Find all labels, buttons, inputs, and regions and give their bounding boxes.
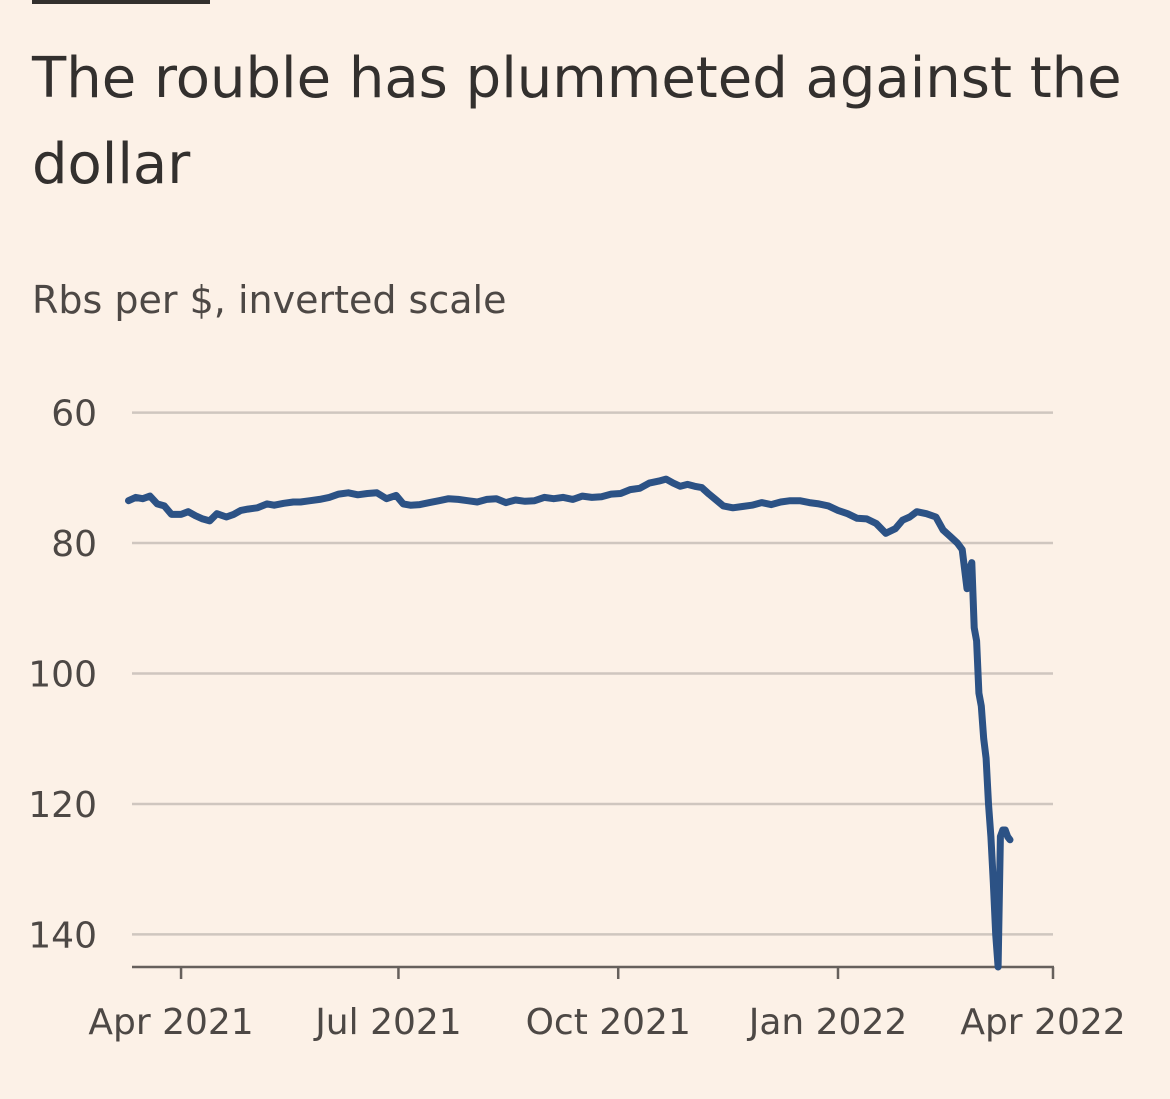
- series-line: [125, 475, 1014, 971]
- x-tick-label: Apr 2022: [960, 1002, 1125, 1043]
- grid-lines: [132, 411, 1053, 936]
- x-tick-label: Jan 2022: [747, 1002, 908, 1043]
- y-tick-label: 120: [28, 785, 97, 826]
- x-tick-label: Apr 2021: [88, 1002, 253, 1043]
- x-axis-labels: Apr 2021 Jul 2021 Oct 2021 Jan 2022 Apr 2022: [88, 1002, 1125, 1043]
- x-tick-label: Oct 2021: [526, 1002, 691, 1043]
- y-tick-label: 80: [51, 524, 97, 565]
- y-tick-label: 140: [28, 915, 97, 956]
- top-rule: [32, 0, 210, 4]
- series: [125, 475, 1014, 971]
- y-tick-label: 100: [28, 655, 97, 696]
- x-tick-label: Jul 2021: [313, 1002, 462, 1043]
- chart-subtitle: Rbs per $, inverted scale: [32, 278, 507, 322]
- y-tick-label: 60: [51, 394, 97, 435]
- chart-title: The rouble has plummeted against the dol…: [32, 46, 1122, 197]
- y-axis-labels: 60 80 100 120 140: [28, 394, 97, 957]
- x-axis: [132, 965, 1055, 979]
